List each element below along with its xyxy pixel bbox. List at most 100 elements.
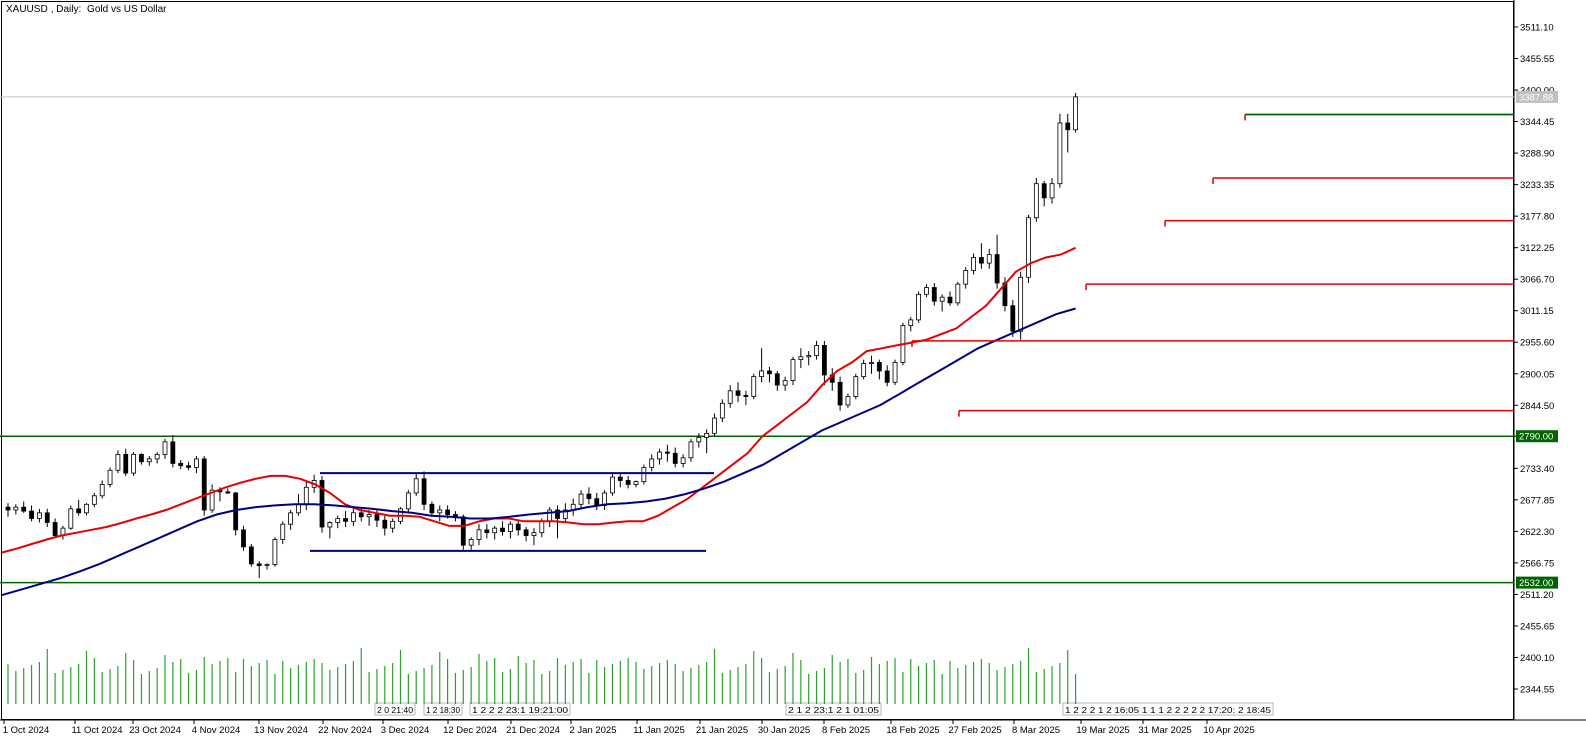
candle-body [21,506,27,512]
candle-body [837,381,843,406]
candle-body [515,523,521,531]
candle-body [806,355,812,358]
candle-body [178,463,184,467]
candle-body [1026,217,1031,278]
candle-body [798,356,804,361]
candle-body [193,458,199,468]
candle-body [680,457,686,464]
x-tick-label: 3 Dec 2024 [381,725,430,736]
time-marker-label: 1 2 2 2 23:1 19:21:00 [472,705,568,715]
y-tick-label: 3011.15 [1520,306,1554,317]
candle-body [908,319,914,326]
y-tick-label: 2511.20 [1520,590,1554,601]
candle-body [1065,122,1071,131]
candle-body [719,402,725,419]
candle-body [986,254,992,264]
candle-body [814,345,819,357]
candle-body [696,436,702,443]
price-label-box [1516,576,1558,589]
x-tick-label: 23 Oct 2024 [129,725,181,736]
candle-body [84,503,89,514]
candle-body [68,508,74,529]
x-tick-label: 4 Nov 2024 [192,725,241,736]
x-tick-label: 21 Jan 2025 [696,725,748,736]
candle-body [939,296,945,302]
candle-body [131,453,137,474]
candle-body [272,539,278,565]
candle-body [99,484,105,497]
candle-body [374,514,380,521]
candle-body [884,370,890,383]
x-tick-label: 2 Jan 2025 [569,725,616,736]
candle-body [1057,122,1063,185]
candle-body [845,396,851,406]
candle-body [327,522,333,528]
y-tick-label: 3177.80 [1520,212,1554,223]
candle-body [539,520,545,534]
time-marker-label: 2 1 2 23:1 2 1 01:05 [788,705,879,715]
time-marker-label: 1 2 2 2 1 2 16:05 1 1 1 2 2 2 2 2 17:20:… [1065,705,1271,715]
time-marker-box [1062,702,1274,716]
y-tick-label: 3233.35 [1520,180,1554,191]
candle-body [751,376,757,397]
x-tick-label: 10 Apr 2025 [1203,725,1254,736]
y-tick-label: 3344.45 [1520,117,1554,128]
candle-body [115,453,121,471]
y-tick-label: 2455.65 [1520,621,1554,632]
plot-frame [1,1,1514,720]
candle-body [390,520,396,529]
candle-body [44,512,50,523]
x-tick-label: 21 Dec 2024 [506,725,560,736]
candle-body [264,564,270,567]
candle-body [523,529,529,536]
y-tick-label: 2677.85 [1520,495,1554,506]
candle-body [562,509,568,519]
price-label-text: 2790.00 [1519,432,1553,443]
candle-body [641,467,647,483]
candle-body [358,512,364,518]
candle-body [1010,305,1016,332]
candle-body [782,380,788,386]
candle-body [774,373,780,386]
candle-body [924,287,929,295]
x-tick-label: 22 Nov 2024 [318,725,372,736]
candle-body [5,506,11,511]
candle-body [931,287,937,302]
candle-body [1033,183,1039,219]
candle-body [767,370,772,375]
x-tick-label: 27 Feb 2025 [948,725,1001,736]
candle-body [633,481,639,485]
candle-body [468,539,474,546]
timeframe-label: Daily: [56,4,82,15]
time-marker-label: 1 2 18:30 [426,705,460,715]
price-label-box [1516,90,1558,103]
y-tick-label: 2400.10 [1520,653,1554,664]
time-marker-box [469,702,571,716]
candle-body [123,453,129,474]
candle-body [876,362,882,372]
candle-body [649,458,655,468]
candle-body [712,417,717,434]
candle-body [405,492,411,510]
candle-body [869,362,874,364]
candle-body [76,508,82,514]
chart-title: XAUUSD, Daily: Gold vs US Dollar [6,4,167,15]
candle-body [861,363,867,378]
candle-body [366,514,372,518]
description-label: Gold vs US Dollar [87,4,167,15]
candle-body [586,493,592,500]
y-tick-label: 3288.90 [1520,149,1554,160]
candle-body [186,465,191,468]
candle-body [688,441,694,459]
x-tick-label: 18 Feb 2025 [886,725,939,736]
candle-body [853,376,859,397]
candle-body [484,529,490,534]
candle-body [578,493,584,505]
candle-body [610,476,615,494]
candle-body [979,257,984,264]
candle-body [555,509,560,519]
x-tick-label: 12 Dec 2024 [443,725,497,736]
candle-body [162,441,168,455]
candle-body [507,523,513,532]
